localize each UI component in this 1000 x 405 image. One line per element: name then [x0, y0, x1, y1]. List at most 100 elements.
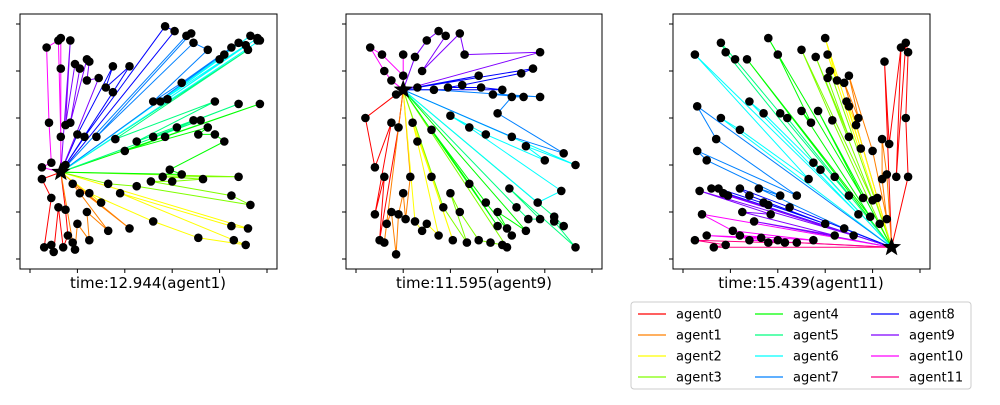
customer-point [690, 50, 700, 59]
customer-point [234, 172, 243, 182]
customer-point [535, 92, 545, 102]
route-agent1 [843, 75, 893, 248]
customer-point [210, 97, 220, 106]
customer-point [61, 205, 70, 214]
customer-point [742, 55, 752, 64]
customer-point [441, 31, 451, 41]
customer-point [246, 200, 255, 210]
customer-point [516, 69, 526, 78]
customer-point [524, 214, 533, 224]
customer-point [446, 188, 455, 198]
legend-label: agent7 [793, 371, 839, 386]
customer-point [220, 50, 229, 59]
customer-point [120, 146, 130, 156]
customer-point [735, 184, 745, 193]
customer-nodes [37, 22, 265, 257]
customer-point [783, 113, 792, 123]
customer-point [844, 102, 854, 111]
customer-point [422, 219, 432, 229]
customer-point [439, 203, 448, 212]
customer-point [49, 247, 58, 257]
customer-point [716, 38, 726, 48]
customer-point [125, 224, 134, 233]
customer-point [167, 177, 177, 186]
legend-entry-agent10: agent10 [871, 350, 963, 365]
customer-point [194, 130, 203, 139]
route-agent4 [746, 37, 893, 248]
legend-entry-agent5: agent5 [755, 329, 839, 344]
customer-point [535, 214, 545, 224]
customer-point [63, 231, 73, 240]
legend-entry-agent6: agent6 [755, 350, 839, 365]
customer-point [873, 193, 882, 203]
customer-point [571, 160, 580, 170]
customer-point [474, 235, 484, 245]
legend: agent0 agent1 agent2 agent3 agent4 agent5 agen… [630, 301, 972, 390]
customer-point [806, 118, 816, 127]
legend-box [630, 301, 972, 390]
customer-point [856, 144, 866, 153]
customer-point [243, 45, 253, 55]
customer-point [132, 181, 141, 191]
customer-point [858, 193, 868, 203]
customer-point [773, 50, 783, 59]
customer-point [58, 243, 68, 252]
customer-point [481, 130, 491, 139]
customer-point [398, 50, 408, 59]
customer-point [42, 43, 51, 52]
customer-point [47, 240, 56, 250]
customer-point [448, 235, 458, 245]
route-agent1 [383, 89, 411, 255]
customer-point [103, 226, 113, 236]
customer-point [690, 235, 700, 245]
customer-point [148, 132, 158, 142]
customer-point [707, 184, 716, 193]
customer-point [849, 231, 858, 240]
customer-point [502, 243, 512, 252]
customer-point [387, 76, 396, 85]
customer-point [417, 66, 427, 76]
customer-point [813, 106, 823, 116]
customer-point [498, 85, 507, 95]
customer-point [446, 111, 455, 120]
customer-point [387, 118, 396, 127]
customer-point [170, 26, 179, 36]
customer-point [68, 179, 77, 189]
customer-point [465, 179, 474, 189]
customer-point [901, 38, 911, 48]
legend-label: agent3 [676, 371, 722, 386]
customer-point [695, 186, 704, 196]
customer-point [507, 132, 517, 142]
route-agent0 [364, 89, 404, 241]
customer-point [839, 78, 849, 88]
route-agent8 [403, 68, 534, 91]
customer-point [365, 43, 375, 52]
customer-point [189, 116, 198, 125]
customer-point [892, 172, 901, 182]
customer-point [406, 172, 415, 182]
customer-point [70, 245, 80, 254]
customer-point [73, 219, 82, 229]
customer-point [773, 235, 783, 245]
customer-point [488, 90, 498, 99]
subplot-agent1: time:12.944(agent1) [16, 13, 278, 292]
customer-point [828, 116, 837, 125]
customer-point [196, 116, 205, 125]
customer-point [709, 243, 719, 252]
customer-point [255, 36, 265, 45]
route-agent7 [696, 105, 892, 248]
axis-ticks [669, 23, 921, 273]
customer-point [811, 52, 820, 62]
customer-point [75, 64, 85, 73]
legend-entry-agent1: agent1 [638, 329, 722, 344]
customer-nodes [690, 33, 913, 252]
customer-point [101, 83, 111, 92]
customer-point [766, 210, 775, 219]
customer-point [241, 240, 250, 250]
customer-point [830, 172, 839, 182]
customer-point [85, 188, 94, 198]
customer-point [764, 238, 773, 247]
customer-point [493, 207, 502, 217]
customer-point [427, 125, 436, 135]
customer-point [382, 219, 392, 229]
